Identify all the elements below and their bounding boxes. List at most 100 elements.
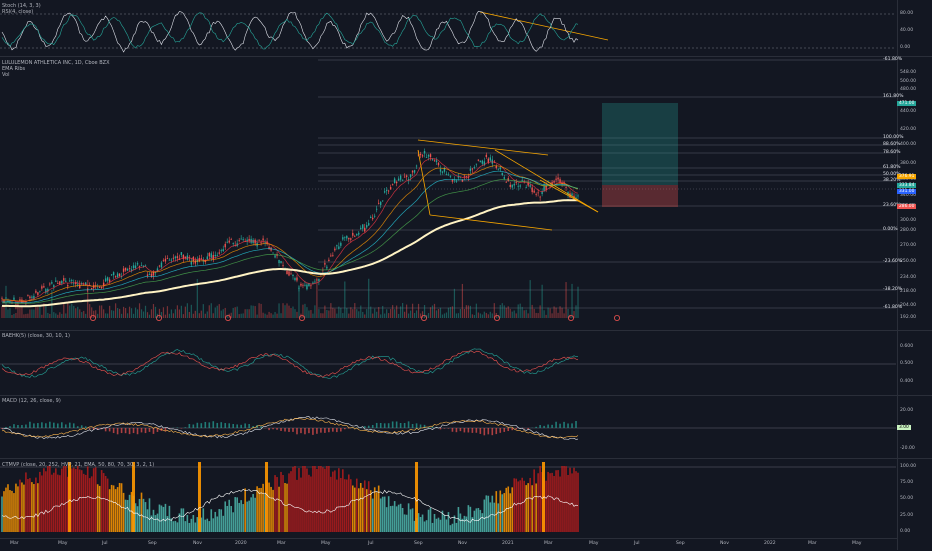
macd-histogram-bar	[551, 425, 553, 428]
volume-bar	[201, 311, 202, 318]
volume-bar	[544, 310, 545, 318]
volatility-bar	[93, 468, 95, 532]
macd-histogram-bar	[236, 424, 238, 428]
candle-body	[133, 265, 134, 268]
volatility-bar	[234, 497, 236, 532]
volatility-bar	[404, 514, 406, 532]
volatility-bar	[364, 480, 366, 532]
macd-histogram-bar	[464, 428, 466, 432]
volume-bar	[306, 307, 307, 318]
price-tag: 331.00	[897, 189, 916, 194]
volume-bar	[464, 309, 465, 318]
candle-body	[238, 240, 239, 241]
candle-body	[13, 298, 14, 300]
volume-bar	[422, 311, 423, 318]
fib-level-label: 88.60%	[883, 142, 901, 147]
macd-histogram-bar	[336, 428, 338, 432]
volume-bar	[181, 306, 182, 318]
candle-body	[404, 177, 405, 178]
macd-histogram-bar	[37, 423, 39, 428]
volatility-bar	[39, 472, 41, 532]
volume-bar	[261, 304, 262, 318]
candle-body	[41, 286, 42, 288]
macd-histogram-bar	[109, 428, 111, 431]
price-axis-tick: 280.00	[900, 228, 916, 233]
volume-bar	[414, 313, 415, 318]
volume-bar	[310, 310, 311, 318]
candle-body	[537, 192, 538, 193]
volatility-bar	[555, 470, 557, 532]
volume-bar	[534, 309, 535, 318]
volume-bar	[266, 315, 267, 318]
macd-histogram-bar	[499, 428, 501, 433]
candle-body	[328, 260, 329, 261]
volume-bar	[243, 313, 244, 318]
volatility-bar	[384, 497, 386, 532]
candle-body	[504, 177, 505, 179]
volatility-bar	[350, 479, 352, 532]
volatility-bar	[15, 484, 17, 532]
volatility-bar	[362, 488, 364, 532]
macd-histogram-bar	[81, 425, 83, 428]
volatility-bar	[3, 491, 5, 532]
macd-histogram-bar	[527, 428, 529, 429]
volatility-bar	[499, 491, 501, 532]
volume-bar	[135, 308, 136, 318]
ctm-axis-tick: 100.00	[900, 464, 916, 469]
volume-bar	[175, 309, 176, 318]
candle-body	[428, 155, 429, 157]
candle-body	[115, 276, 116, 277]
volume-bar	[428, 313, 429, 318]
volatility-bar	[525, 485, 527, 532]
candle-body	[543, 186, 544, 191]
price-axis-tick: 234.00	[900, 275, 916, 280]
candle-body	[49, 284, 50, 285]
volume-bar	[167, 306, 168, 318]
volatility-bar	[322, 467, 324, 532]
volatility-bar	[191, 519, 193, 532]
volume-bar	[129, 307, 130, 318]
volume-bar	[466, 305, 467, 318]
volatility-bar	[533, 469, 535, 532]
macd-histogram-bar	[324, 428, 326, 433]
macd-histogram-bar	[320, 428, 322, 433]
fib-level-label: 61.80%	[883, 165, 901, 170]
candle-body	[392, 184, 393, 185]
volume-bar	[262, 313, 263, 318]
volume-bar	[326, 310, 327, 318]
volatility-bar	[358, 488, 360, 532]
macd-histogram-bar	[137, 428, 139, 434]
volume-bar	[35, 306, 36, 318]
volatility-bar	[398, 505, 400, 532]
volume-bar	[83, 311, 84, 318]
volatility-bar	[195, 523, 197, 532]
volume-bar	[388, 313, 389, 318]
candle-body	[91, 288, 92, 289]
candle-body	[201, 258, 202, 259]
candle-body	[360, 228, 361, 229]
candle-body	[264, 242, 265, 243]
candle-body	[412, 171, 413, 173]
volatility-bar	[569, 468, 571, 532]
volume-bar	[398, 314, 399, 318]
candle-body	[109, 279, 110, 281]
volume-bar	[452, 306, 453, 318]
fib-level-label: -61.80%	[883, 57, 902, 62]
macd-histogram-bar	[49, 422, 51, 428]
volatility-bar	[175, 521, 177, 532]
volatility-bar	[262, 484, 264, 532]
volatility-bar	[274, 475, 276, 532]
candle-body	[498, 169, 499, 170]
volume-bar	[514, 310, 515, 318]
volume-bar	[362, 312, 363, 318]
volume-bar	[478, 312, 479, 318]
candle-body	[119, 274, 120, 276]
candle-body	[181, 252, 182, 255]
volume-bar	[312, 314, 313, 318]
volume-bar	[352, 309, 353, 318]
volume-bar	[538, 313, 539, 318]
volume-bar	[346, 308, 347, 318]
candle-body	[117, 273, 118, 277]
volatility-bar	[85, 475, 87, 532]
macd-histogram-bar	[224, 423, 226, 428]
